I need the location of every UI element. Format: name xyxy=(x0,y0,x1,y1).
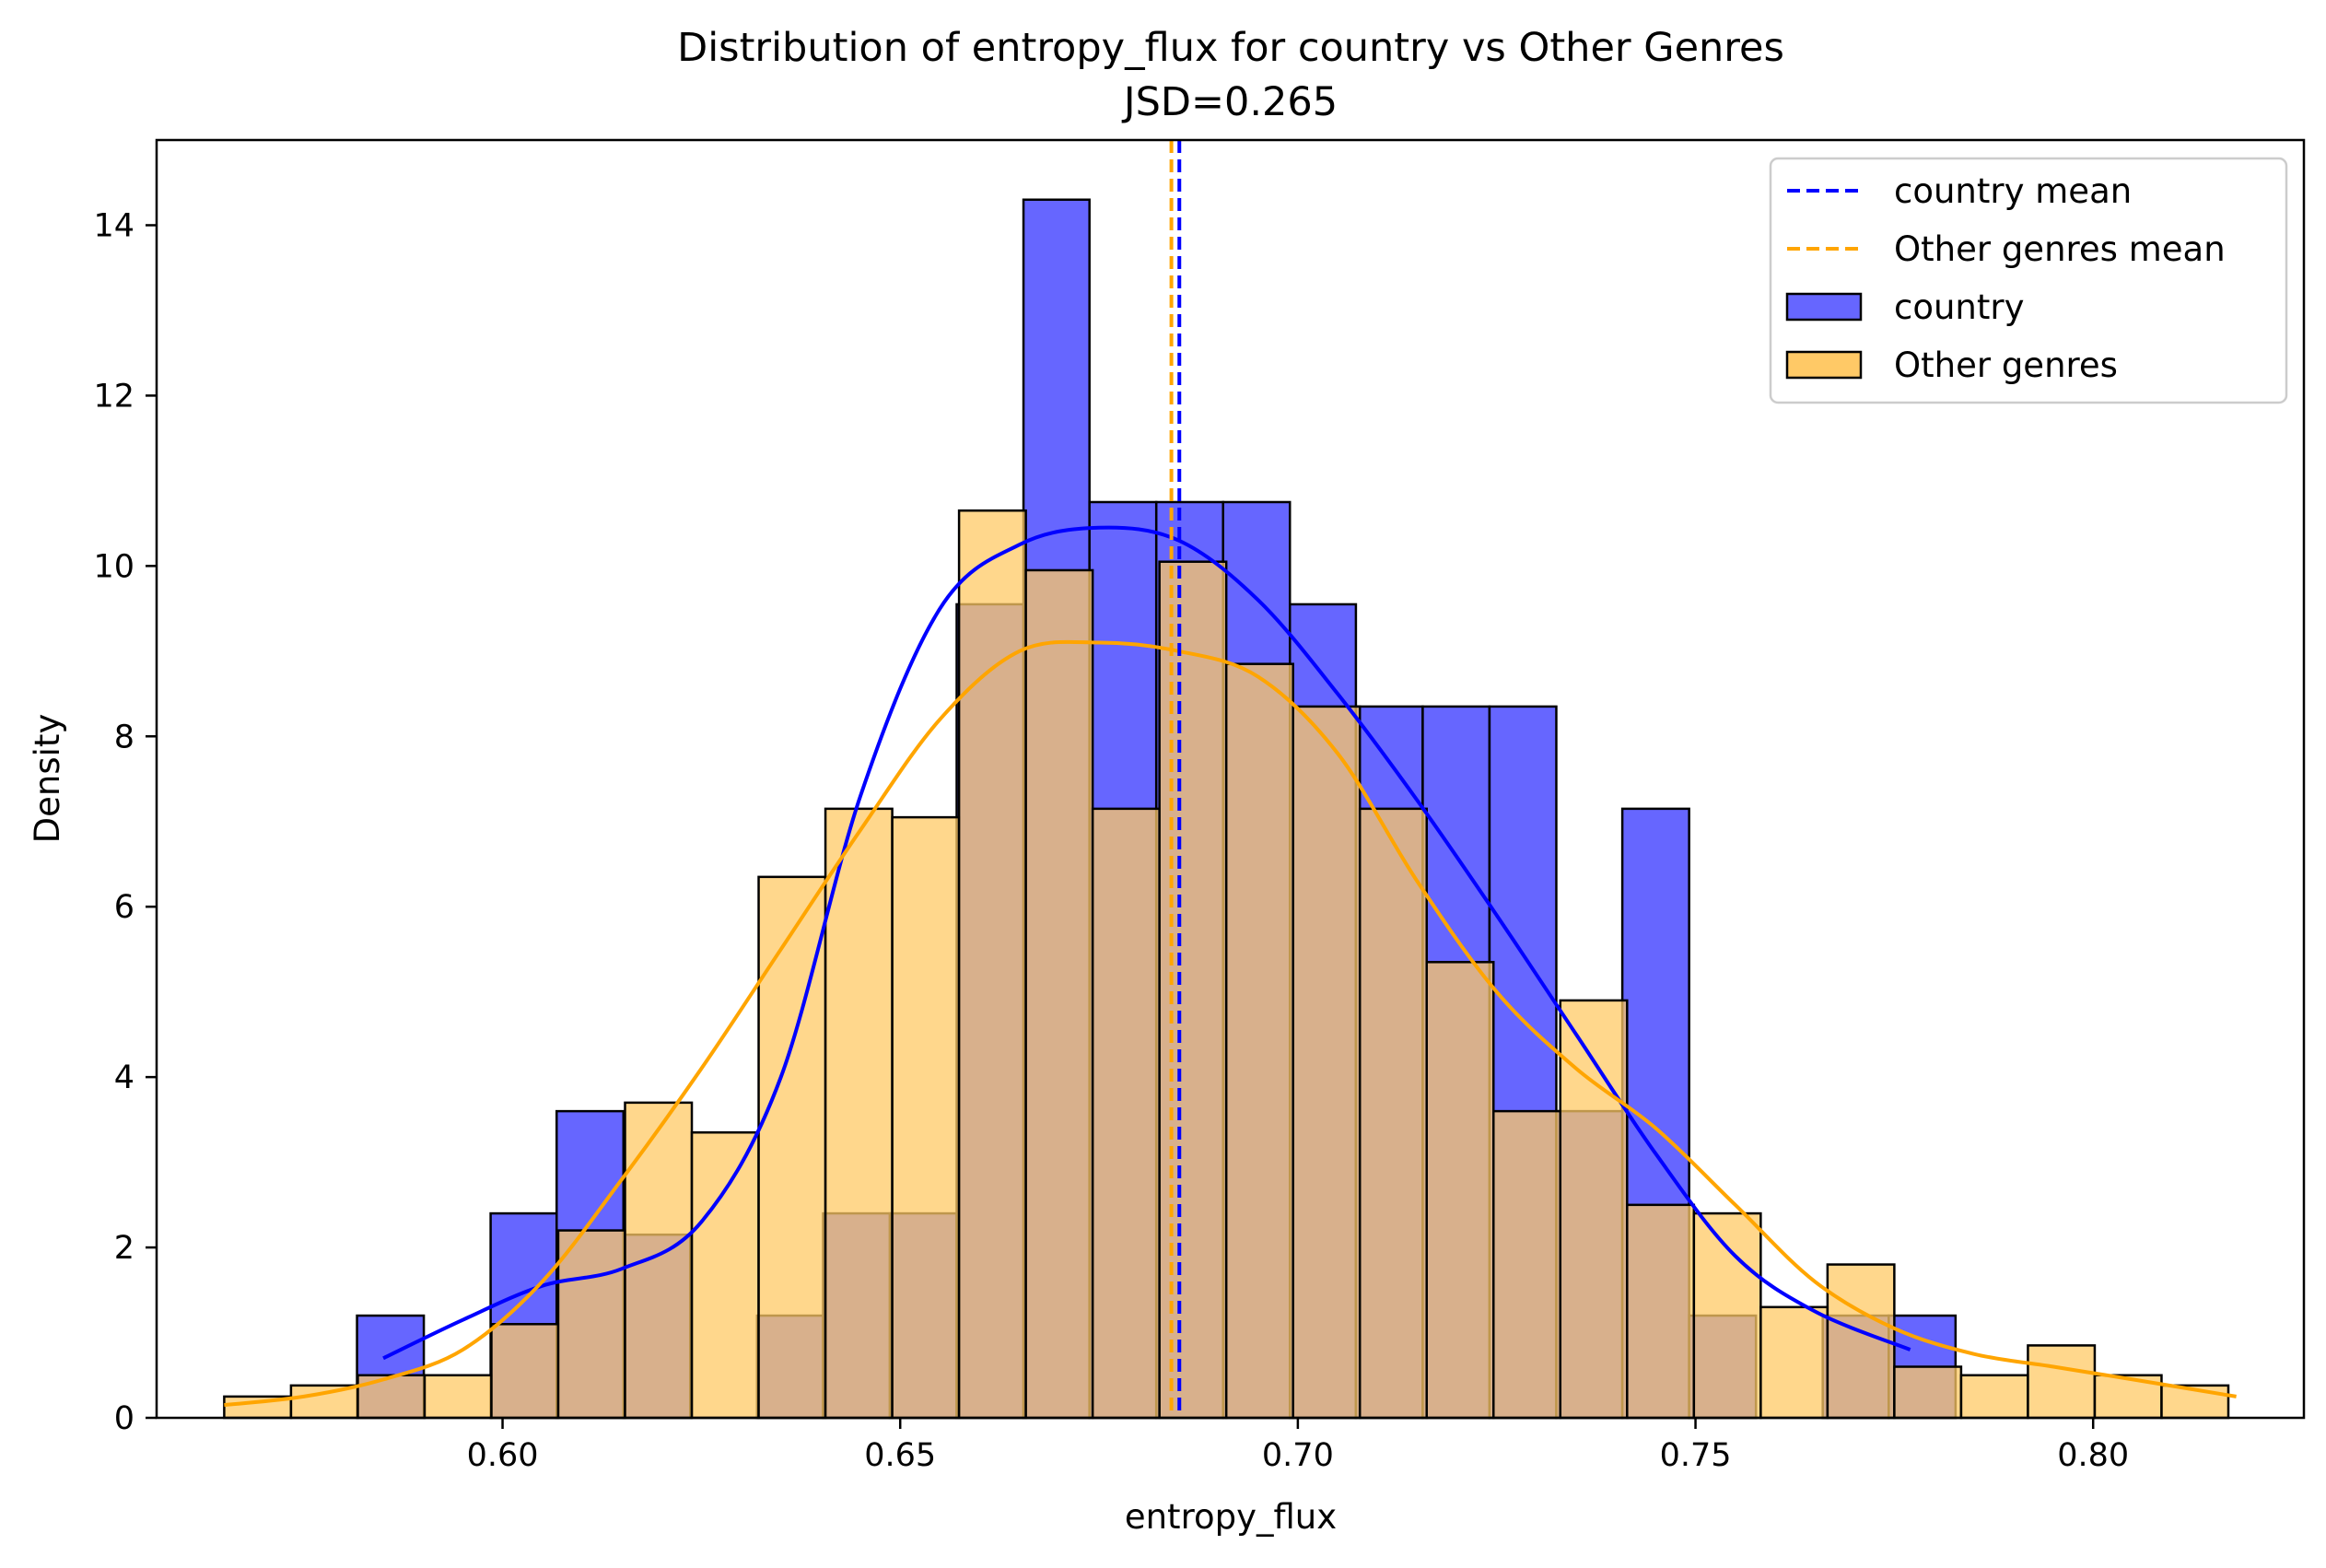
bar-other-genres xyxy=(824,807,894,1420)
bar-other-genres xyxy=(690,1130,760,1420)
chart-title: Distribution of entropy_flux for country… xyxy=(677,25,1784,71)
y-tick-label: 12 xyxy=(93,378,134,415)
legend-label: country mean xyxy=(1894,171,2132,211)
chart-subtitle: JSD=0.265 xyxy=(1121,79,1338,125)
y-tick-label: 6 xyxy=(114,889,134,926)
other-genres-bars xyxy=(223,509,2230,1420)
bar-other-genres xyxy=(1224,662,1294,1420)
y-tick-label: 0 xyxy=(114,1400,134,1437)
y-tick-label: 14 xyxy=(93,207,134,244)
bar-other-genres xyxy=(1759,1305,1829,1420)
kde-line-country xyxy=(382,525,1911,1361)
bar-other-genres xyxy=(891,815,961,1420)
kde-line-other-genres xyxy=(224,639,2237,1408)
bar-other-genres xyxy=(556,1229,626,1420)
bar-other-genres xyxy=(1492,1109,1562,1420)
legend-frame xyxy=(1769,157,2288,404)
x-tick-label: 0.80 xyxy=(2057,1437,2129,1474)
y-tick-label: 2 xyxy=(114,1230,134,1267)
bar-other-genres xyxy=(289,1384,359,1420)
mean-lines xyxy=(1169,140,1182,1418)
y-tick-label: 10 xyxy=(93,548,134,585)
x-tick-label: 0.65 xyxy=(864,1437,936,1474)
x-tick-label: 0.70 xyxy=(1262,1437,1334,1474)
y-tick-label: 4 xyxy=(114,1059,134,1096)
bar-other-genres xyxy=(1425,961,1495,1420)
legend-swatch-patch xyxy=(1785,292,1863,322)
bar-other-genres xyxy=(1091,807,1161,1420)
bar-other-genres xyxy=(1893,1365,1963,1420)
y-axis: 0 2 4 6 8 10 12 14 xyxy=(93,207,157,1437)
bar-other-genres xyxy=(423,1374,493,1420)
bar-other-genres xyxy=(1292,705,1362,1420)
bar-other-genres xyxy=(490,1323,560,1420)
bar-other-genres xyxy=(957,509,1027,1420)
bar-other-genres xyxy=(1158,560,1228,1420)
legend: country mean Other genres mean country Othe… xyxy=(1769,157,2288,404)
x-tick-label: 0.75 xyxy=(1660,1437,1732,1474)
legend-swatch-patch xyxy=(1785,350,1863,380)
x-axis: 0.60 0.65 0.70 0.75 0.80 xyxy=(467,1418,2129,1474)
bar-other-genres xyxy=(624,1101,694,1420)
bar-other-genres xyxy=(1358,807,1428,1420)
legend-label: Other genres mean xyxy=(1894,229,2226,269)
bar-other-genres xyxy=(1959,1374,2029,1420)
legend-label: country xyxy=(1894,287,2025,327)
bar-other-genres xyxy=(356,1374,427,1420)
legend-label: Other genres xyxy=(1894,345,2118,385)
bar-other-genres xyxy=(2027,1344,2097,1420)
bar-other-genres xyxy=(1024,568,1094,1420)
x-axis-label: entropy_flux xyxy=(1125,1497,1337,1537)
kde-curves xyxy=(224,525,2237,1408)
plot-frame xyxy=(155,138,2306,1420)
y-tick-label: 8 xyxy=(114,719,134,755)
bar-other-genres xyxy=(1692,1211,1762,1420)
y-axis-label: Density xyxy=(28,714,67,844)
bar-other-genres xyxy=(1559,999,1629,1420)
x-tick-label: 0.60 xyxy=(467,1437,539,1474)
bar-other-genres xyxy=(1626,1203,1696,1420)
